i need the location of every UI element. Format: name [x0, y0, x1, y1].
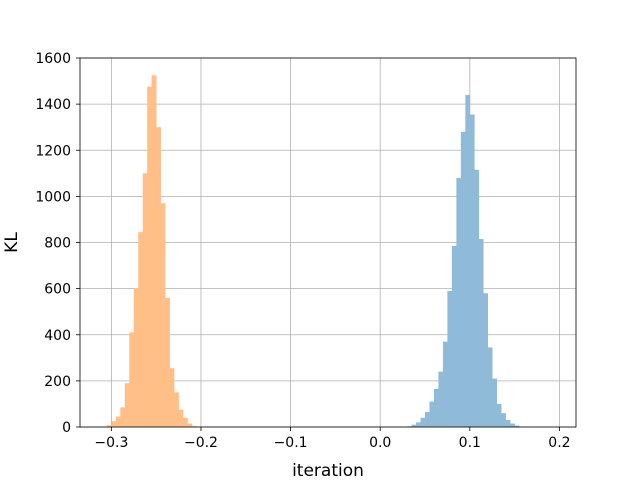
histogram-bar — [174, 392, 179, 427]
histogram-bar — [133, 288, 139, 427]
histogram-bar — [510, 423, 515, 427]
histogram-bar — [160, 203, 166, 427]
histogram-bar — [129, 332, 135, 427]
histogram-bar — [469, 114, 475, 428]
histogram-bar — [451, 245, 457, 427]
histogram-bar — [478, 239, 484, 427]
histogram-bar — [433, 388, 439, 427]
histogram-bar — [425, 412, 430, 427]
histogram-bar — [111, 421, 117, 427]
histogram-bar — [156, 127, 161, 427]
histogram-bar — [124, 383, 130, 427]
y-tick-label: 1000 — [35, 189, 71, 205]
x-tick-label: −0.2 — [184, 435, 218, 451]
histogram-bar — [505, 420, 511, 427]
y-tick-label: 1600 — [35, 51, 71, 67]
y-tick-label: 200 — [44, 374, 71, 390]
histogram-bar — [501, 413, 506, 427]
histogram-bar — [442, 341, 448, 427]
y-tick-label: 1400 — [35, 97, 71, 113]
x-axis-label: iteration — [292, 461, 364, 480]
histogram-bar — [447, 290, 453, 427]
histogram-bar — [120, 407, 126, 427]
histogram-bar — [456, 177, 462, 427]
histogram-bar — [438, 371, 444, 427]
histogram-bar — [106, 425, 112, 427]
histogram-bar — [142, 173, 148, 427]
y-tick-label: 600 — [44, 282, 71, 298]
histogram-bar — [115, 416, 121, 427]
histogram-bars — [106, 75, 524, 428]
histogram-bar — [178, 409, 184, 427]
histogram-bar — [496, 403, 502, 427]
histogram-bar — [465, 94, 471, 428]
histogram-bar — [183, 417, 188, 427]
x-tick-label: 0.0 — [369, 435, 391, 451]
histogram-bar — [487, 347, 493, 427]
x-tick-label: −0.1 — [274, 435, 308, 451]
histogram-bar — [420, 417, 426, 427]
histogram-bar — [416, 422, 421, 427]
histogram-bar — [460, 131, 466, 428]
x-tick-label: −0.3 — [94, 435, 128, 451]
y-tick-label: 0 — [62, 420, 71, 436]
histogram-bar — [492, 378, 497, 427]
histogram-bar — [192, 426, 197, 427]
x-tick-label: 0.1 — [459, 435, 481, 451]
histogram-bar — [483, 293, 489, 427]
histogram-bar — [151, 75, 157, 427]
histogram-bar — [514, 425, 520, 427]
y-tick-label: 800 — [44, 236, 71, 252]
histogram-bar — [138, 232, 144, 427]
histogram-bar — [411, 424, 417, 427]
y-axis-label: KL — [2, 232, 22, 253]
axis-ticks: −0.3 −0.2 −0.1 0.0 0.1 0.2 0 200 400 600 800 1000 12… — [35, 51, 570, 451]
histogram-bar — [169, 368, 175, 427]
histogram-bar — [474, 169, 480, 427]
y-tick-label: 400 — [44, 328, 71, 344]
histogram-bar — [429, 401, 435, 427]
y-tick-label: 1200 — [35, 143, 71, 159]
x-tick-label: 0.2 — [548, 435, 570, 451]
histogram-bar — [165, 297, 170, 427]
histogram-bar — [147, 86, 152, 427]
histogram-bar — [187, 423, 193, 427]
